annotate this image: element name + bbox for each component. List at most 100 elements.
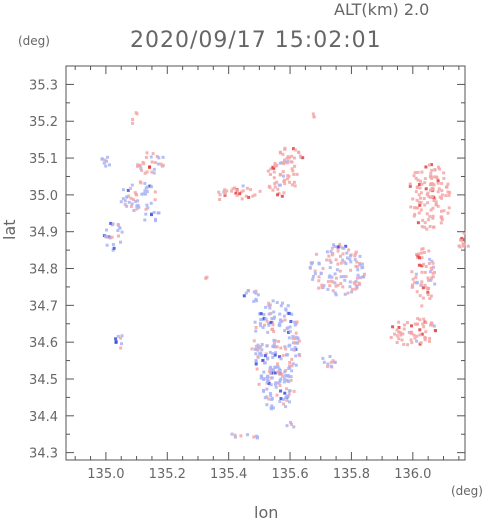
echo-cell — [152, 167, 156, 171]
echo-cell — [409, 338, 413, 342]
echo-cell — [296, 336, 300, 340]
echo-cell — [254, 344, 258, 348]
echo-cell — [112, 246, 116, 250]
echo-cell — [342, 246, 346, 250]
echo-cell — [419, 341, 423, 345]
echo-cell — [266, 379, 269, 383]
echo-cell — [269, 371, 273, 375]
echo-cell — [259, 318, 263, 321]
echo-cell — [329, 250, 333, 254]
echo-cell — [355, 265, 359, 269]
echo-cell — [287, 380, 291, 384]
echo-cell — [418, 183, 421, 186]
echo-cell — [330, 275, 334, 279]
echo-cell — [336, 262, 340, 266]
echo-cell — [157, 156, 161, 160]
echo-cell — [419, 201, 423, 204]
echo-cell — [148, 184, 152, 188]
echo-cell — [264, 352, 268, 356]
echo-cell — [246, 433, 249, 437]
echo-cell — [420, 225, 424, 229]
echo-cell — [132, 198, 135, 202]
echo-cell — [281, 152, 285, 156]
echo-cell — [421, 296, 425, 300]
echo-cell — [269, 167, 273, 171]
echo-cell — [274, 382, 277, 386]
echo-cell — [421, 218, 425, 222]
echo-cell — [297, 353, 301, 356]
echo-cell — [278, 380, 282, 384]
echo-cell — [431, 216, 435, 220]
echo-cell — [440, 218, 444, 222]
echo-cell — [329, 360, 333, 364]
echo-cell — [230, 432, 234, 436]
echo-cell — [350, 290, 354, 294]
echo-cell — [344, 275, 348, 278]
echo-cell — [258, 321, 262, 325]
echo-region — [311, 112, 316, 119]
y-tick-label: 35.1 — [29, 152, 58, 167]
echo-cell — [284, 405, 288, 409]
echo-cell — [420, 304, 424, 308]
echo-cell — [292, 147, 295, 151]
echo-cell — [125, 204, 129, 208]
echo-cell — [446, 211, 450, 215]
echo-cell — [278, 151, 282, 155]
echo-cell — [447, 206, 451, 210]
echo-cell — [271, 352, 275, 356]
echo-cell — [284, 395, 288, 399]
echo-cell — [288, 330, 292, 333]
echo-cell — [231, 187, 235, 191]
echo-cell — [327, 254, 331, 258]
echo-cell — [121, 188, 125, 192]
echo-cell — [330, 253, 334, 257]
echo-cell — [350, 287, 354, 291]
echo-cell — [275, 362, 279, 366]
echo-cell — [358, 254, 362, 258]
echo-cell — [330, 246, 334, 250]
echo-cell — [426, 291, 430, 295]
echo-cell — [270, 328, 274, 331]
echo-cell — [239, 190, 243, 194]
echo-cell — [277, 367, 281, 371]
echo-cell — [360, 262, 364, 266]
echo-cell — [105, 228, 108, 232]
echo-cell — [273, 161, 277, 165]
echo-cell — [129, 196, 133, 200]
echo-cell — [436, 204, 440, 208]
echo-cell — [267, 397, 271, 401]
echo-cell — [427, 195, 431, 198]
echo-cell — [116, 334, 120, 338]
echo-cell — [425, 227, 429, 231]
echo-cell — [139, 166, 143, 170]
echo-cell — [252, 435, 256, 439]
echo-cell — [311, 261, 314, 265]
echo-cell — [247, 289, 251, 293]
echo-cell — [291, 335, 295, 338]
echo-cell — [428, 215, 432, 219]
echo-cell — [287, 392, 291, 396]
echo-cell — [268, 392, 272, 395]
echo-cell — [139, 181, 143, 185]
echo-cell — [120, 342, 123, 346]
echo-cell — [272, 344, 276, 348]
echo-cell — [269, 311, 273, 315]
echo-cell — [295, 320, 299, 324]
echo-cell — [440, 209, 443, 213]
echo-cell — [402, 323, 406, 327]
echo-cell — [287, 156, 291, 160]
echo-cell — [269, 383, 273, 387]
echo-cell — [116, 229, 120, 232]
echo-cell — [257, 346, 261, 350]
echo-cell — [150, 213, 153, 217]
echo-cell — [343, 292, 347, 296]
echo-cell — [254, 329, 258, 333]
echo-cell — [358, 261, 361, 265]
echo-cell — [259, 353, 263, 357]
echo-cell — [338, 269, 342, 273]
echo-cell — [320, 283, 324, 287]
echo-cell — [269, 365, 273, 369]
echo-cell — [363, 272, 366, 276]
echo-cell — [433, 329, 437, 332]
echo-cell — [413, 212, 417, 216]
